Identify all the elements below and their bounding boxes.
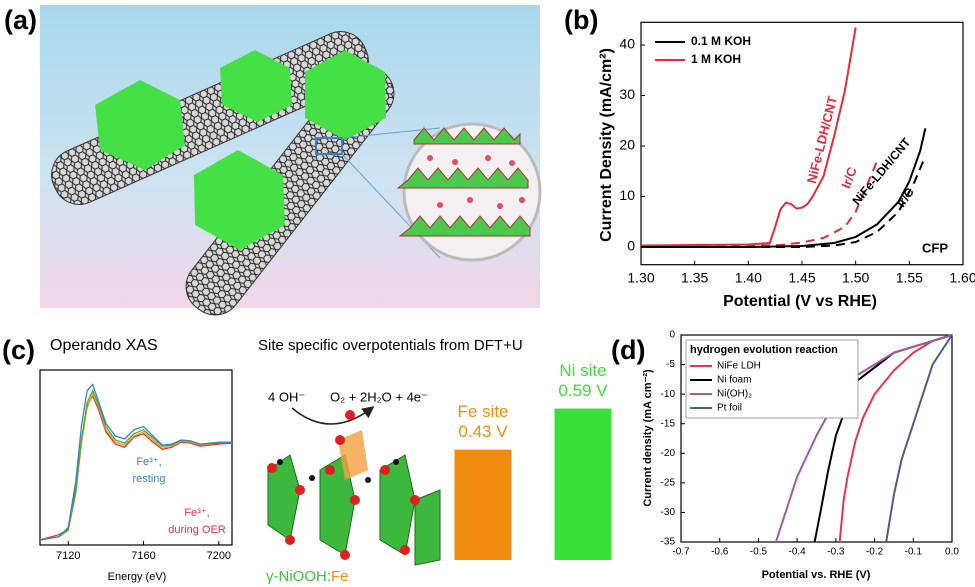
- data-line: [838, 334, 953, 543]
- panel-label: (a): [4, 5, 37, 35]
- x-tick-label: 7120: [56, 550, 80, 562]
- y-axis-label: Current Density (mA/cm²): [598, 48, 615, 242]
- annotation: during OER: [168, 524, 226, 536]
- data-line: [885, 334, 953, 543]
- bar-category: Fe site: [457, 402, 508, 421]
- chart-title: Site specific overpotentials from DFT+U: [258, 337, 523, 354]
- material-label: γ-NiOOH:Fe: [266, 568, 349, 585]
- y-tick-label: -5: [666, 359, 675, 370]
- annotation: resting: [132, 473, 165, 485]
- x-tick-label: 1.40: [735, 269, 762, 285]
- y-tick-label: -30: [661, 507, 676, 518]
- plot-frame: [39, 369, 233, 546]
- material-host: γ-NiOOH:: [266, 568, 331, 585]
- x-tick-label: -0.1: [905, 547, 923, 558]
- annotation: Ir/C: [838, 164, 860, 190]
- panel-label: (c): [2, 335, 35, 365]
- y-tick-label: -15: [661, 418, 676, 429]
- y-tick-label: -25: [661, 477, 676, 488]
- annotation: Fe³⁺,: [184, 507, 209, 519]
- data-line: [640, 27, 857, 247]
- plot-frame: [680, 334, 953, 543]
- legend-label: 0.1 M KOH: [691, 34, 751, 48]
- bar-value-label: 0.59 V: [558, 381, 608, 400]
- legend-label: NiFe LDH: [717, 361, 761, 372]
- annotation: NiFe-LDH/CNT: [804, 94, 840, 185]
- data-line: [641, 128, 927, 248]
- legend-box: [685, 339, 859, 419]
- legend-label: Ni(OH)₂: [717, 389, 752, 400]
- legend-label: Pt foil: [717, 403, 742, 414]
- x-tick-label: 1.50: [842, 269, 869, 285]
- annotation: Fe³⁺,: [136, 456, 161, 468]
- x-tick-label: 7200: [207, 550, 231, 562]
- x-tick-label: -0.2: [866, 547, 884, 558]
- x-axis-label: Potential (V vs RHE): [723, 293, 877, 310]
- chart-title: Operando XAS: [50, 337, 158, 354]
- legend-label: Ni foam: [717, 375, 751, 386]
- bar: [454, 449, 512, 560]
- y-tick-label: 20: [619, 137, 635, 153]
- x-tick-label: -0.7: [672, 547, 690, 558]
- y-tick-label: 30: [619, 86, 635, 102]
- plot-frame: [640, 21, 964, 266]
- x-tick-label: 1.60: [949, 269, 975, 285]
- product: O₂ + 2H₂O + 4e⁻: [330, 389, 428, 404]
- x-tick-label: 7160: [131, 550, 155, 562]
- x-tick-label: 1.30: [627, 269, 654, 285]
- cnt-illustration: [40, 5, 542, 316]
- data-line: [641, 155, 927, 248]
- x-tick-label: 1.45: [788, 269, 815, 285]
- data-line: [39, 383, 233, 541]
- y-tick-label: 10: [619, 187, 635, 203]
- y-tick-label: 0: [627, 238, 635, 254]
- annotation: Ir/C: [894, 185, 917, 210]
- legend-label: 1 M KOH: [691, 52, 741, 66]
- y-tick-label: -20: [661, 448, 676, 459]
- y-tick-label: -35: [661, 537, 676, 548]
- reactant: 4 OH⁻: [268, 389, 305, 404]
- y-tick-label: -10: [661, 389, 676, 400]
- bar-category: Ni site: [559, 361, 606, 380]
- x-tick-label: -0.4: [789, 547, 807, 558]
- x-axis-label: Potential vs. RHE (V): [762, 569, 871, 581]
- dft-illustration: [267, 406, 441, 566]
- bar-value-label: 0.43 V: [458, 422, 508, 441]
- y-tick-label: 40: [619, 36, 635, 52]
- x-tick-label: -0.6: [711, 547, 729, 558]
- x-tick-label: 1.35: [681, 269, 708, 285]
- y-axis-label: Current density (mA cm⁻²): [642, 369, 654, 507]
- data-line: [641, 160, 879, 247]
- legend-title: hydrogen evolution reaction: [690, 344, 838, 356]
- material-dopant: Fe: [331, 568, 349, 585]
- x-tick-label: 1.55: [896, 269, 923, 285]
- x-tick-label: -0.3: [827, 547, 845, 558]
- x-tick-label: 0.0: [945, 547, 959, 558]
- x-axis-label: Energy (eV): [108, 571, 167, 583]
- x-tick-label: -0.5: [750, 547, 768, 558]
- panel-label: (d): [611, 335, 645, 365]
- bar: [554, 408, 612, 560]
- panel-label: (b): [564, 5, 598, 35]
- y-tick-label: 0: [669, 330, 675, 341]
- annotation: CFP: [922, 240, 948, 255]
